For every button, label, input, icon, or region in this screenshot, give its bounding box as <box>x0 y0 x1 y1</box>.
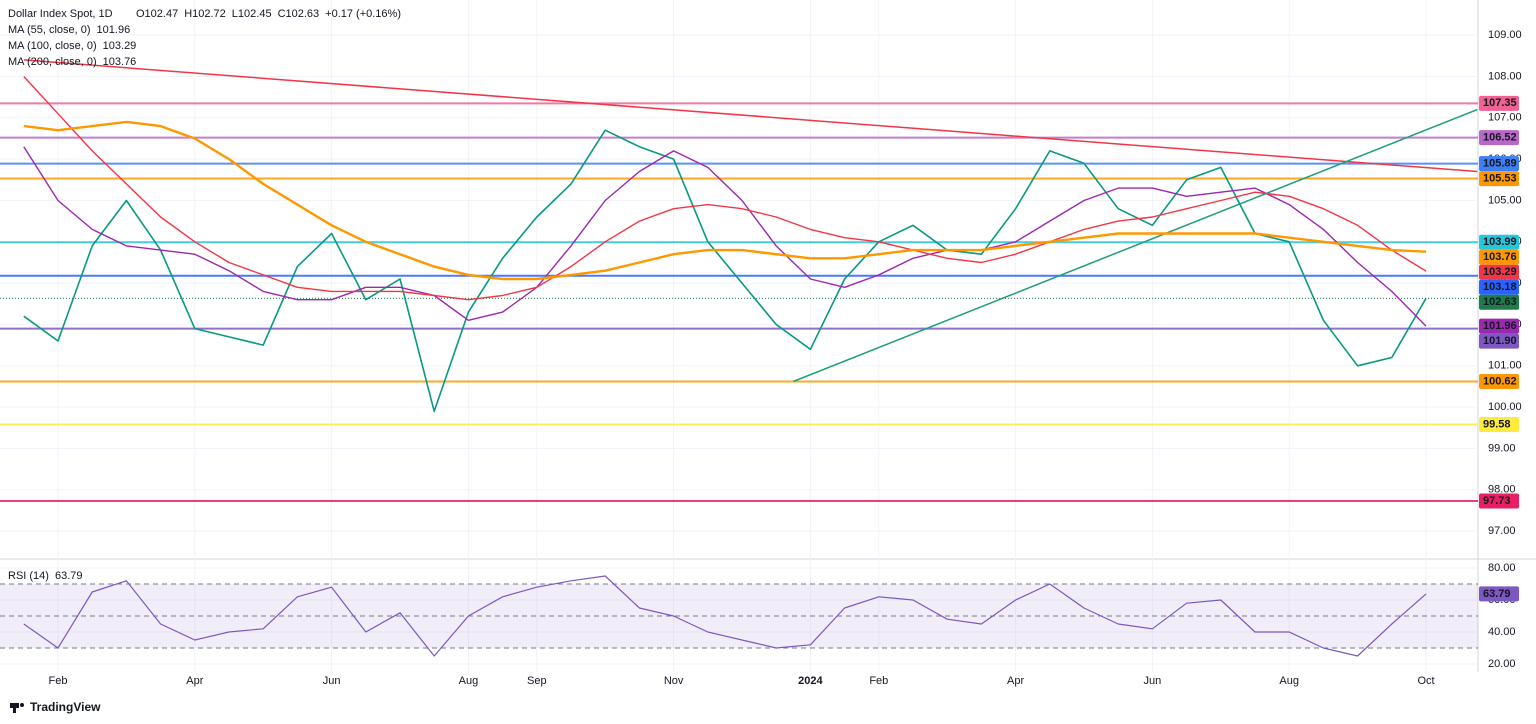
y-tick-label: 105.00 <box>1488 194 1522 206</box>
trend-line <box>793 108 1478 383</box>
x-tick-label: Feb <box>49 675 68 687</box>
y-tick-label: 97.00 <box>1488 525 1516 537</box>
ohlc-value: L102.45 <box>232 8 272 20</box>
y-tick-label: 107.00 <box>1488 112 1522 124</box>
price-tag-label: 106.52 <box>1483 132 1517 144</box>
x-tick-label: Apr <box>1007 675 1024 687</box>
rsi-line <box>23 575 1427 657</box>
x-tick-label: Apr <box>186 675 203 687</box>
ohlc-value: +0.17 (+0.16%) <box>325 8 401 20</box>
price-tag <box>1479 333 1519 349</box>
price-line <box>23 129 1427 413</box>
ma-line <box>23 146 1427 327</box>
y-tick-label: 109.00 <box>1488 29 1522 41</box>
price-tag-label: 105.89 <box>1483 158 1517 170</box>
price-tag-label: 99.58 <box>1483 418 1511 430</box>
x-tick-label: Jun <box>1144 675 1162 687</box>
price-tag <box>1479 318 1519 334</box>
price-tag <box>1479 264 1519 280</box>
plot-layer <box>0 59 1478 657</box>
price-tag-label: 63.79 <box>1483 588 1511 600</box>
x-tick-label: Nov <box>664 675 684 687</box>
y-tick-label: 100.00 <box>1488 401 1522 413</box>
logo-shape <box>13 703 16 713</box>
price-tag-label: 103.76 <box>1483 251 1517 263</box>
price-tag <box>1479 171 1519 187</box>
y-tick-label: 108.00 <box>1488 70 1522 82</box>
price-tag-label: 100.62 <box>1483 375 1517 387</box>
y-tick-label: 101.00 <box>1488 360 1522 372</box>
price-tag <box>1479 586 1519 602</box>
price-tag-label: 101.90 <box>1483 335 1517 347</box>
price-tag <box>1479 374 1519 390</box>
x-tick-label: Aug <box>1279 675 1299 687</box>
x-tick-label: Oct <box>1417 675 1434 687</box>
price-tag-label: 103.18 <box>1483 281 1517 293</box>
x-tick-label: Sep <box>527 675 547 687</box>
price-tag <box>1479 416 1519 432</box>
legend-entry: MA (200, close, 0) <box>8 56 97 68</box>
x-tick-label: Jun <box>323 675 341 687</box>
ma-line <box>23 120 1427 281</box>
price-tag <box>1479 294 1519 310</box>
y-tick-label: 99.00 <box>1488 442 1516 454</box>
price-tag-label: 101.96 <box>1483 320 1517 332</box>
brand: TradingView <box>30 700 101 714</box>
legend-value: 103.29 <box>103 40 137 52</box>
ohlc-value: C102.63 <box>278 8 320 20</box>
price-tag <box>1479 493 1519 509</box>
price-tag <box>1479 249 1519 265</box>
x-tick-label: Aug <box>459 675 479 687</box>
price-tag-label: 102.63 <box>1483 296 1517 308</box>
tv-logo: TradingView <box>10 700 101 714</box>
price-tag <box>1479 95 1519 111</box>
legend-value: 103.76 <box>103 56 137 68</box>
legend-entry: MA (55, close, 0) <box>8 24 91 36</box>
rsi-legend: RSI (14) <box>8 570 49 582</box>
price-tag-label: 103.29 <box>1483 266 1517 278</box>
chart-title: Dollar Index Spot, 1D <box>8 8 113 20</box>
price-tag <box>1479 130 1519 146</box>
legend-entry: MA (100, close, 0) <box>8 40 97 52</box>
ma-line <box>23 76 1427 301</box>
x-tick-label: 2024 <box>798 675 823 687</box>
trend-line <box>23 59 1478 173</box>
y-tick-label: 20.00 <box>1488 658 1516 670</box>
rsi-legend-value: 63.79 <box>55 570 83 582</box>
price-tag-label: 97.73 <box>1483 495 1511 507</box>
label-layer: 107.35 106.52 105.89 105.53 103.99 103.76 103.… <box>1479 95 1519 602</box>
price-tag-label: 103.99 <box>1483 236 1517 248</box>
ohlc-value: O102.47 <box>136 8 178 20</box>
legend-value: 101.96 <box>97 24 131 36</box>
ohlc-value: H102.72 <box>184 8 226 20</box>
y-tick-label: 80.00 <box>1488 562 1516 574</box>
x-tick-label: Feb <box>869 675 888 687</box>
price-tag <box>1479 156 1519 172</box>
price-tag-label: 105.53 <box>1483 173 1517 185</box>
y-tick-label: 40.00 <box>1488 626 1516 638</box>
price-tag <box>1479 279 1519 295</box>
price-tag-label: 107.35 <box>1483 97 1517 109</box>
price-tag <box>1479 234 1519 250</box>
y-tick-label: 98.00 <box>1488 484 1516 496</box>
logo-shape <box>20 703 24 707</box>
